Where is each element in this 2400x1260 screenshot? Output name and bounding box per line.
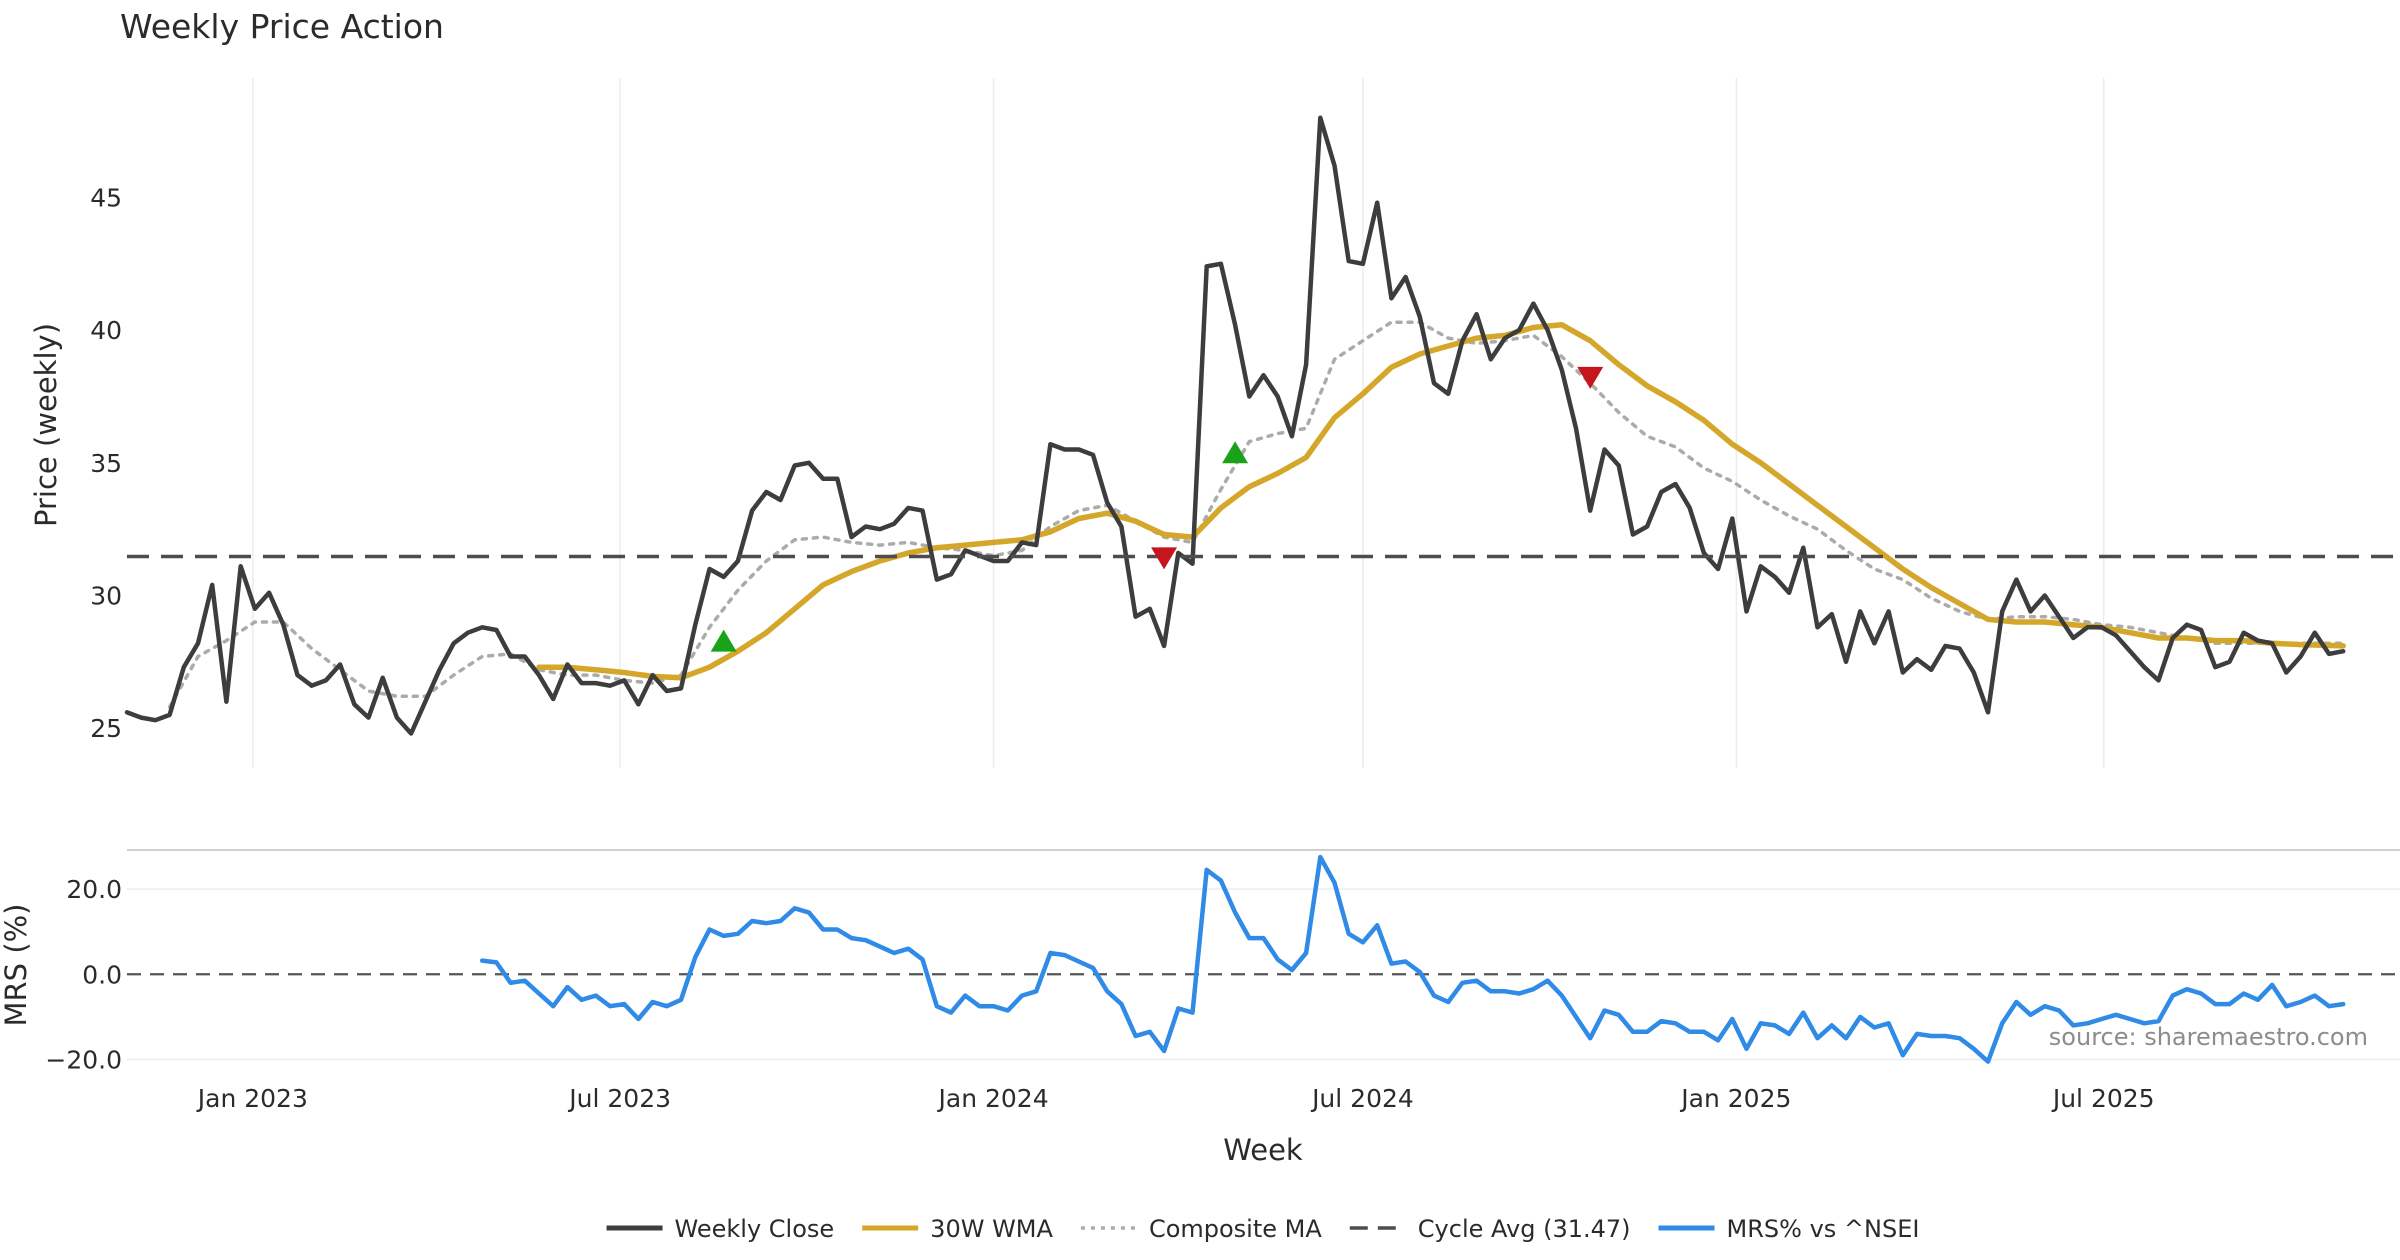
price-gridlines bbox=[252, 78, 2105, 768]
legend-label: Composite MA bbox=[1149, 1215, 1322, 1243]
x-axis-label: Week bbox=[1223, 1133, 1303, 1167]
legend-item: Weekly Close bbox=[606, 1215, 835, 1243]
buy-signal-marker bbox=[1222, 441, 1249, 464]
legend-label: Cycle Avg (31.47) bbox=[1418, 1215, 1631, 1243]
x-ticks: Jan 2023 Jul 2023 Jan 2024 Jul 2024 Jan 2025… bbox=[196, 1084, 2155, 1113]
mrs-series-lines bbox=[479, 854, 2346, 1064]
sell-signal-marker bbox=[1577, 366, 1604, 389]
series-composite-ma bbox=[167, 320, 2345, 709]
price-series-lines bbox=[124, 115, 2346, 736]
buy-signal-marker bbox=[710, 629, 737, 652]
legend-item: 30W WMA bbox=[862, 1215, 1054, 1243]
legend-item: Cycle Avg (31.47) bbox=[1349, 1215, 1631, 1243]
price-y-tick-label: 35 bbox=[90, 449, 122, 478]
price-y-ticks: 25 30 35 40 45 bbox=[90, 183, 122, 743]
x-tick-label: Jul 2025 bbox=[2051, 1084, 2155, 1113]
x-tick-label: Jul 2023 bbox=[567, 1084, 671, 1113]
legend-label: 30W WMA bbox=[930, 1215, 1053, 1243]
source-credit: source: sharemaestro.com bbox=[2049, 1023, 2368, 1051]
x-tick-label: Jan 2024 bbox=[937, 1084, 1049, 1113]
legend-label: MRS% vs ^NSEI bbox=[1727, 1215, 1920, 1243]
price-y-axis-label: Price (weekly) bbox=[29, 323, 63, 527]
price-y-tick-label: 45 bbox=[90, 183, 122, 212]
mrs-y-axis-label: MRS (%) bbox=[0, 904, 33, 1027]
legend-item: MRS% vs ^NSEI bbox=[1658, 1215, 1920, 1243]
mrs-y-tick-label: 0.0 bbox=[82, 960, 122, 989]
chart-legend: Weekly Close 30W WMA Composite MA Cycle Avg… bbox=[606, 1215, 1920, 1243]
legend-item: Composite MA bbox=[1080, 1215, 1322, 1243]
price-y-tick-label: 30 bbox=[90, 582, 122, 611]
x-tick-label: Jan 2025 bbox=[1679, 1084, 1791, 1113]
series-30w-wma bbox=[536, 322, 2346, 681]
x-tick-label: Jul 2024 bbox=[1310, 1084, 1414, 1113]
chart-title: Weekly Price Action bbox=[120, 7, 444, 46]
mrs-y-tick-label: −20.0 bbox=[45, 1045, 122, 1074]
series-weekly-close bbox=[124, 115, 2346, 736]
series-mrs-vs-nsei bbox=[479, 854, 2346, 1064]
signal-markers bbox=[710, 366, 1604, 652]
legend-label: Weekly Close bbox=[675, 1215, 835, 1243]
price-y-tick-label: 25 bbox=[90, 714, 122, 743]
price-y-tick-label: 40 bbox=[90, 316, 122, 345]
x-tick-label: Jan 2023 bbox=[196, 1084, 308, 1113]
mrs-y-ticks: 20.0 0.0 −20.0 bbox=[45, 875, 122, 1074]
sell-signal-marker bbox=[1151, 547, 1178, 570]
mrs-y-tick-label: 20.0 bbox=[66, 875, 122, 904]
